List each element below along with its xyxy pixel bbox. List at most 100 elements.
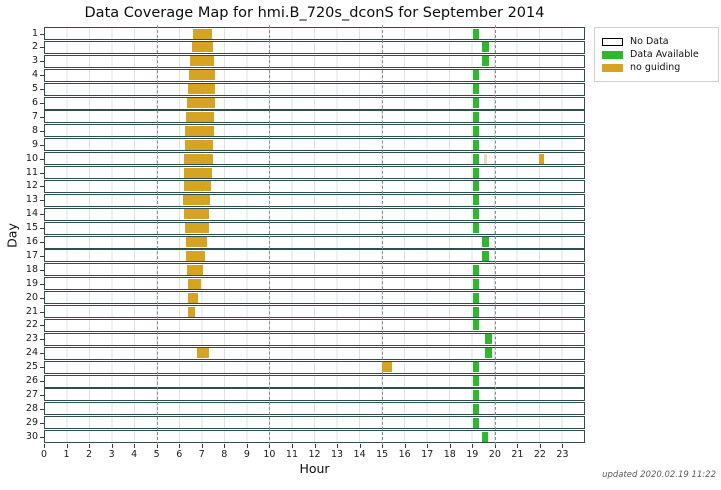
day-row: [44, 221, 585, 235]
y-tick: [40, 311, 44, 313]
y-tick: [40, 130, 44, 132]
coverage-segment-no-guiding: [184, 153, 213, 164]
day-row: [44, 277, 585, 291]
x-tick: [539, 444, 541, 448]
coverage-segment-data-available: [481, 237, 489, 247]
x-axis-label: Hour: [299, 461, 330, 476]
coverage-segment-no-guiding: [185, 125, 214, 136]
coverage-segment-no-guiding: [186, 111, 215, 122]
x-tick-label: 11: [285, 449, 298, 460]
day-row: [44, 166, 585, 179]
y-tick-label: 19: [25, 277, 38, 289]
y-tick: [40, 61, 44, 63]
legend-label: No Data: [630, 36, 669, 47]
day-row: [44, 207, 585, 221]
x-tick-label: 0: [40, 449, 48, 460]
coverage-segment-data-available: [472, 376, 479, 386]
coverage-segment-no-guiding: [381, 362, 392, 373]
day-row: [44, 346, 585, 360]
x-tick-label: 3: [108, 449, 115, 460]
coverage-segment-data-available: [472, 292, 479, 303]
coverage-segment-data-available: [481, 56, 489, 67]
coverage-segment-no-guiding-faint: [483, 153, 488, 164]
coverage-segment-data-available: [472, 417, 479, 428]
coverage-segment-data-available: [472, 389, 479, 400]
x-tick-label: 2: [86, 449, 93, 460]
x-tick: [382, 444, 384, 448]
coverage-segment-data-available: [472, 403, 479, 414]
day-row: [44, 96, 585, 110]
x-tick: [156, 444, 158, 448]
x-tick-label: 23: [556, 449, 569, 460]
x-tick-label: 13: [330, 449, 344, 460]
coverage-segment-data-available: [472, 153, 479, 164]
x-tick: [291, 444, 293, 448]
y-tick-label: 9: [31, 138, 38, 150]
coverage-segment-no-guiding: [196, 348, 209, 359]
x-tick: [562, 444, 564, 448]
y-tick: [40, 33, 44, 35]
y-tick: [40, 422, 44, 424]
coverage-segment-data-available: [472, 195, 479, 206]
coverage-segment-no-guiding: [188, 292, 199, 303]
y-tick-label: 18: [25, 263, 38, 275]
legend-label: no guiding: [630, 62, 681, 73]
y-tick: [40, 367, 44, 369]
legend-item-no-guiding: no guiding: [602, 62, 711, 73]
legend-item-no-data: No Data: [602, 36, 711, 47]
x-tick: [314, 444, 316, 448]
data-available-swatch-icon: [602, 50, 623, 59]
coverage-segment-no-guiding: [187, 264, 203, 275]
coverage-segment-no-guiding: [183, 167, 212, 178]
y-tick-label: 29: [25, 416, 38, 428]
day-row: [44, 263, 585, 277]
x-tick-label: 10: [263, 449, 276, 460]
coverage-segment-data-available: [472, 362, 479, 373]
y-tick-label: 12: [25, 180, 38, 192]
y-tick: [40, 200, 44, 202]
coverage-segment-data-available: [472, 181, 479, 192]
coverage-segment-no-guiding: [184, 223, 209, 234]
coverage-segment-no-guiding: [188, 70, 215, 81]
x-tick: [427, 444, 429, 448]
dashdot-gridline: [156, 25, 158, 445]
x-tick-label: 14: [353, 449, 366, 460]
coverage-segment-no-guiding: [186, 250, 206, 261]
y-tick: [40, 47, 44, 49]
x-tick: [246, 444, 248, 448]
coverage-segment-data-available: [472, 209, 479, 220]
y-tick: [40, 408, 44, 410]
legend-label: Data Available: [630, 49, 699, 60]
day-row: [44, 27, 585, 40]
coverage-segment-data-available: [472, 320, 479, 331]
coverage-segment-no-guiding: [538, 153, 545, 164]
y-tick: [40, 144, 44, 146]
coverage-segment-no-guiding: [184, 139, 214, 150]
y-tick: [40, 255, 44, 257]
y-tick-label: 27: [25, 388, 38, 400]
y-tick: [40, 283, 44, 285]
plot-area: [44, 25, 585, 445]
x-tick: [404, 444, 406, 448]
y-tick: [40, 297, 44, 299]
legend: No Data Data Available no guiding: [594, 27, 719, 82]
x-tick-label: 15: [376, 449, 389, 460]
day-row: [44, 374, 585, 388]
coverage-segment-no-guiding: [187, 278, 201, 289]
x-tick: [494, 444, 496, 448]
coverage-segment-no-guiding: [183, 195, 210, 206]
dashdot-gridline: [494, 25, 496, 445]
x-tick-label: 7: [198, 449, 205, 460]
day-row: [44, 235, 585, 249]
y-tick-label: 13: [25, 194, 38, 206]
y-tick-label: 30: [25, 430, 38, 442]
x-tick-label: 22: [533, 449, 546, 460]
x-tick: [359, 444, 361, 448]
y-tick-label: 21: [25, 305, 38, 317]
y-tick-label: 26: [25, 375, 38, 386]
x-tick: [89, 444, 91, 448]
x-tick: [517, 444, 519, 448]
y-tick: [40, 116, 44, 118]
coverage-segment-data-available: [472, 84, 479, 95]
y-tick-label: 22: [25, 319, 38, 331]
